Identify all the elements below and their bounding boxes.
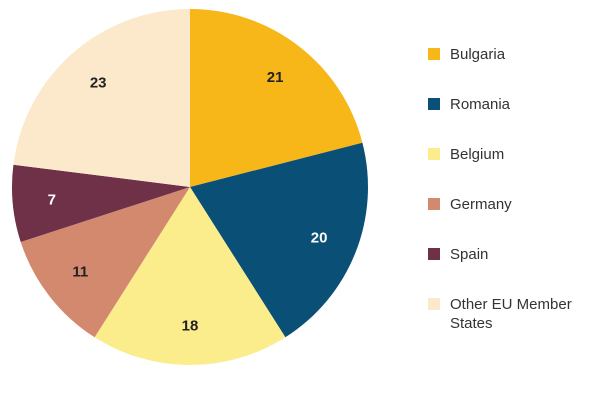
legend-item-romania: Romania: [428, 96, 511, 113]
legend-label-bulgaria: Bulgaria: [450, 46, 506, 63]
legend-label-germany: Germany: [450, 196, 512, 213]
data-label-romania: 20: [311, 230, 328, 247]
pie-slice-romania: [190, 142, 368, 338]
data-label-germany: 11: [72, 264, 88, 281]
pie-slice-spain: [12, 164, 191, 243]
pie-slice-other-eu-member-states: [13, 9, 191, 187]
legend-swatch-other-eu-member-states: [428, 298, 440, 310]
legend-label-romania: Romania: [450, 96, 511, 113]
pie-data-labels: 21 20 18 11 7 23: [48, 69, 328, 335]
legend-label-belgium: Belgium: [450, 146, 504, 163]
legend-item-belgium: Belgium: [428, 146, 504, 163]
legend-swatch-belgium: [428, 148, 440, 160]
pie-slice-bulgaria: [190, 9, 363, 187]
pie-slice-germany: [20, 187, 190, 338]
legend-item-germany: Germany: [428, 196, 512, 213]
legend-swatch-spain: [428, 248, 440, 260]
data-label-spain: 7: [48, 192, 56, 209]
legend-swatch-romania: [428, 98, 440, 110]
pie-slices: [12, 9, 368, 365]
legend-item-spain: Spain: [428, 246, 488, 263]
legend-label-spain: Spain: [450, 246, 488, 263]
legend-swatch-bulgaria: [428, 48, 440, 60]
pie-slice-belgium: [94, 187, 286, 365]
legend-label-other-eu-member-states: Other EU Member States: [450, 296, 572, 332]
legend-item-bulgaria: Bulgaria: [428, 46, 506, 63]
data-label-bulgaria: 21: [267, 69, 284, 86]
data-label-belgium: 18: [182, 317, 199, 334]
legend: Bulgaria Romania Belgium Germany Spain Other …: [428, 46, 572, 332]
legend-swatch-germany: [428, 198, 440, 210]
legend-item-other-eu-member-states: Other EU Member States: [428, 296, 572, 332]
data-label-other-eu-member-states: 23: [90, 74, 107, 91]
